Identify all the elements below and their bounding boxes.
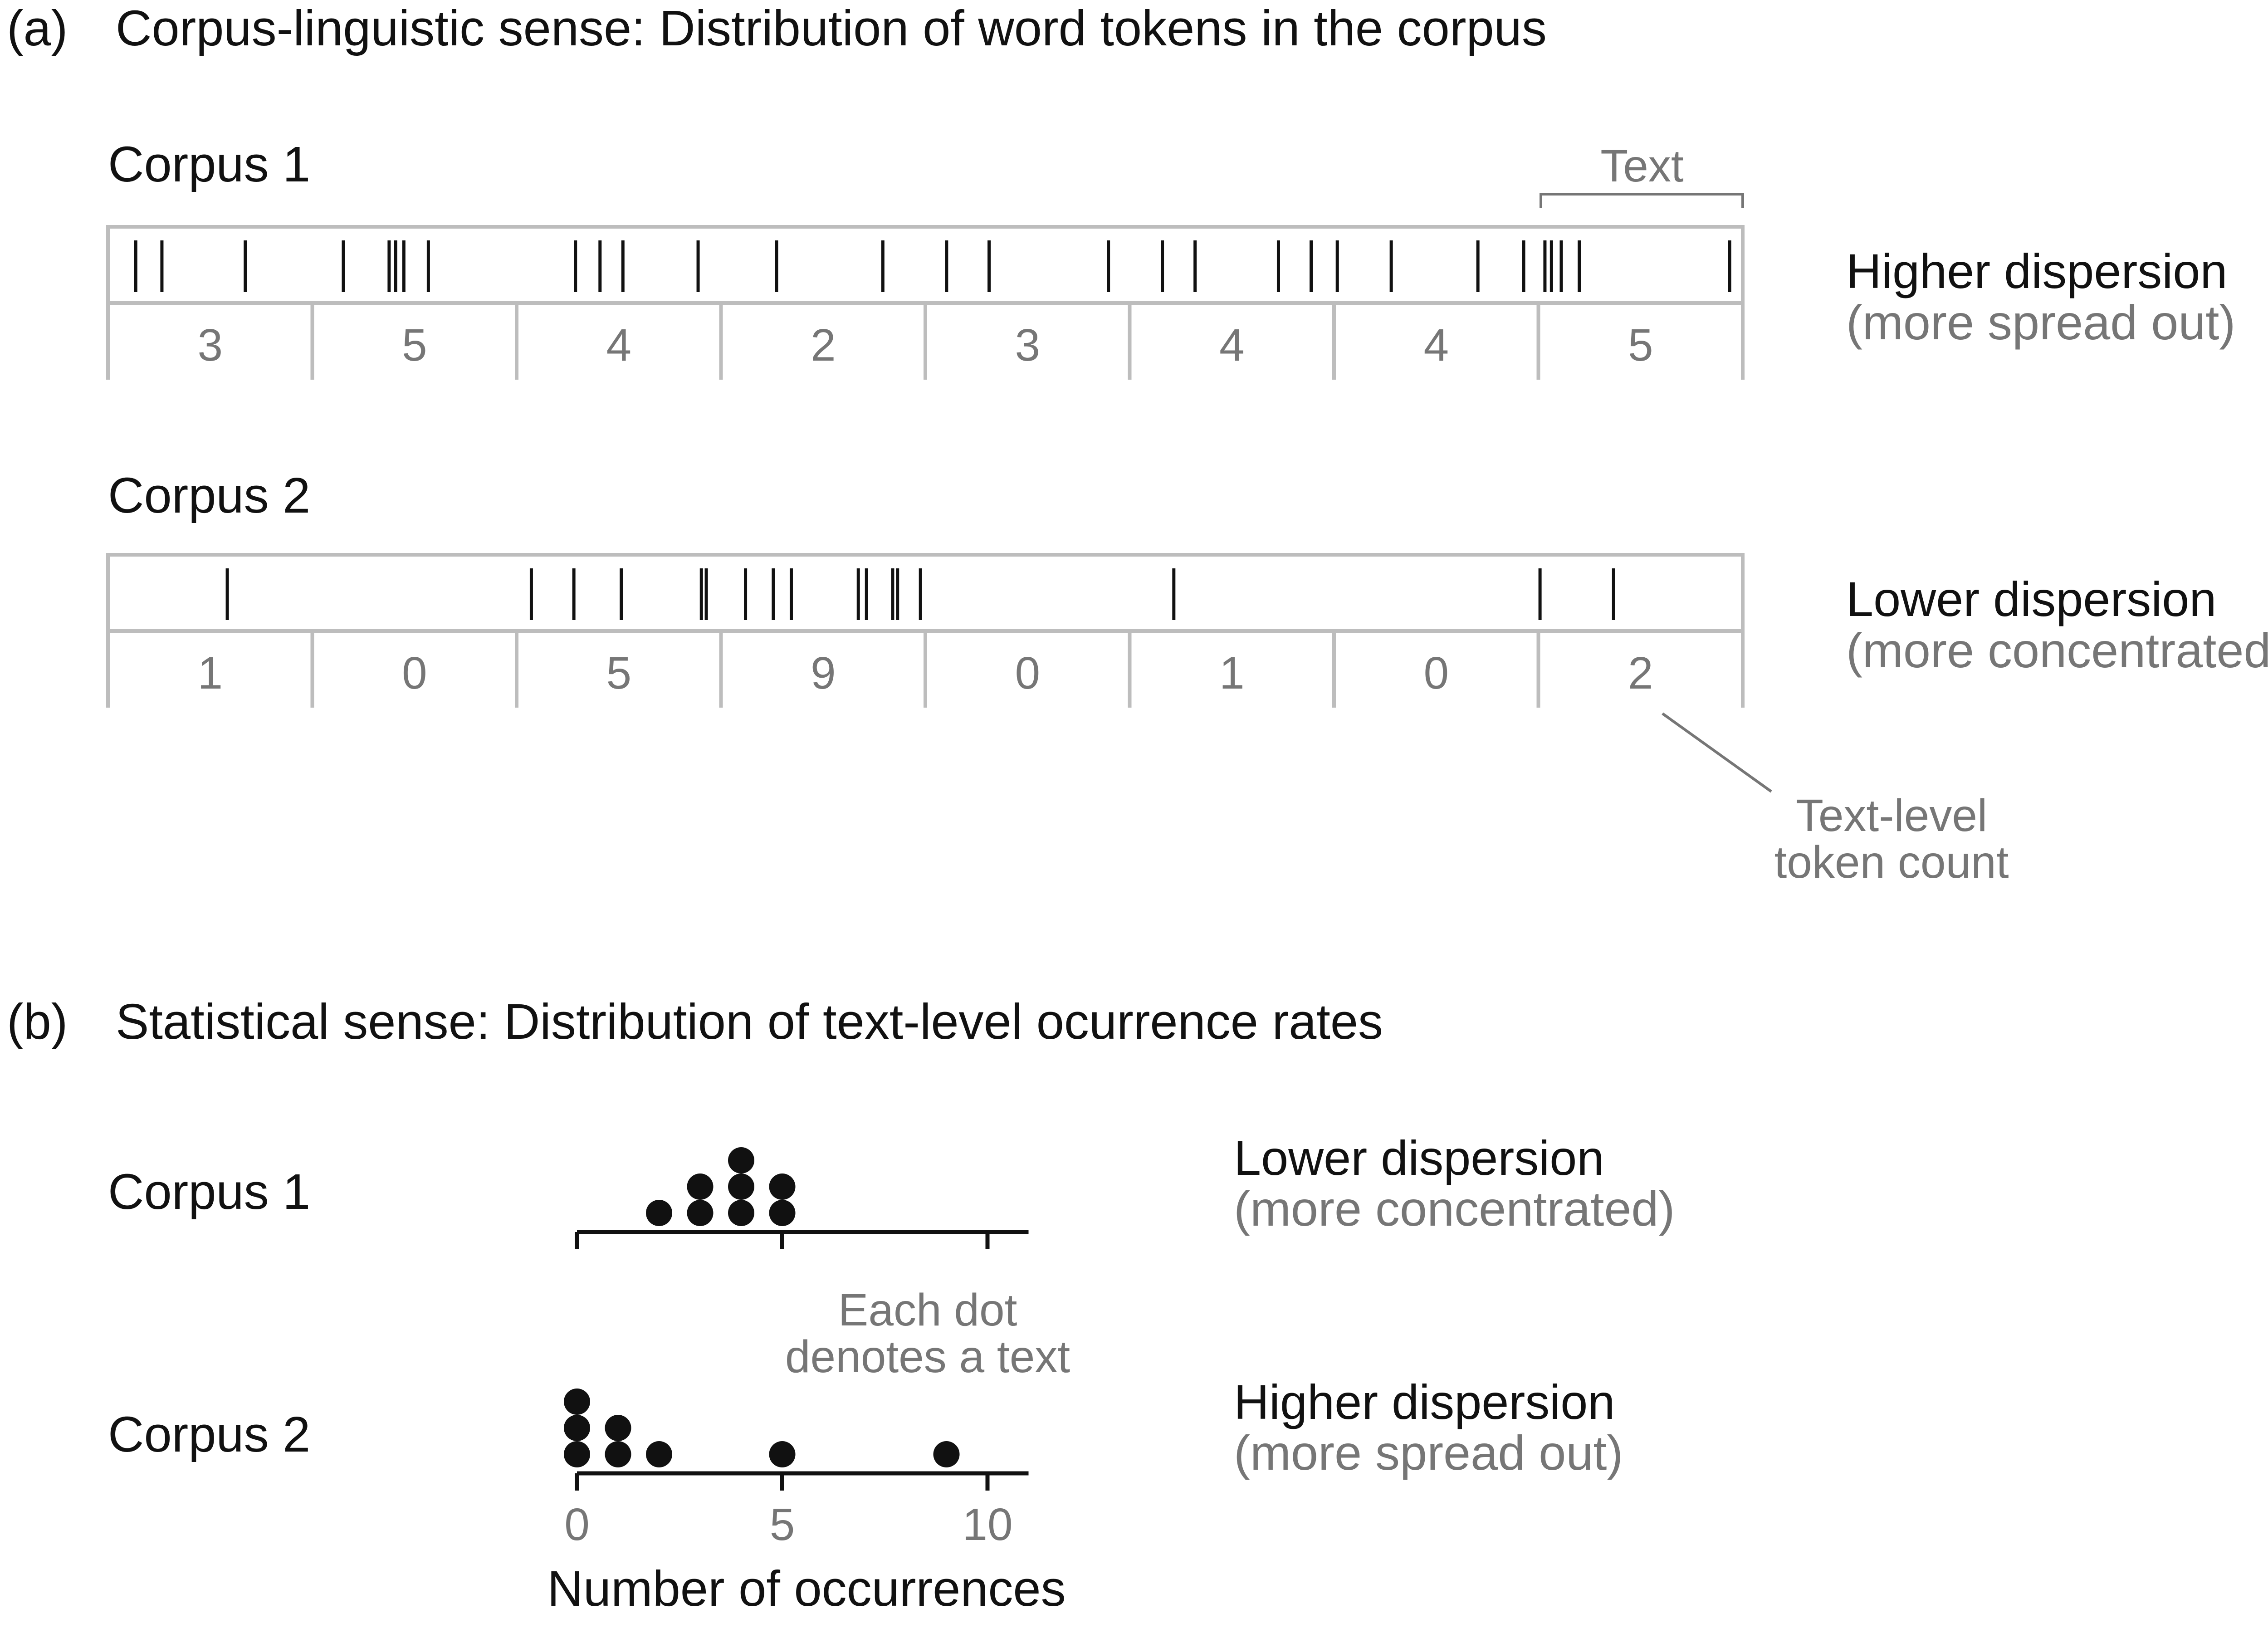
text-bracket: Text [1540,141,1744,208]
dotplot-2-dispersion: Higher dispersion [1234,1374,1615,1429]
dots-note-line-1: Each dot [838,1285,1017,1335]
corpus-2-label: Corpus 2 [108,468,310,523]
x-tick-label: 0 [564,1499,590,1550]
text-token-count: 9 [811,648,836,699]
text-dot [769,1173,796,1200]
panel-a-title: Corpus-linguistic sense: Distribution of… [116,0,1547,56]
annotation-line-1: Text-level [1796,790,1987,841]
corpus-1-strip: 3 5 4 2 3 4 4 5 [106,225,1745,380]
text-token-count: 1 [197,648,223,699]
panel-a-label: (a) [7,0,68,56]
text-token-count: 2 [811,320,836,371]
x-tick-label: 10 [962,1499,1012,1550]
text-token-count: 5 [402,320,427,371]
panel-b-title: Statistical sense: Distribution of text-… [116,994,1383,1050]
panel-b-label: (b) [7,994,68,1050]
token-strip-frame [106,225,1745,305]
dotplot-1-dispersion-note: (more concentrated) [1234,1181,1675,1236]
text-dot [728,1147,754,1173]
dotplot-2-corpus-label: Corpus 2 [108,1407,310,1462]
dots-note-line-2: denotes a text [785,1331,1070,1382]
text-dot [769,1441,796,1467]
corpus-2-strip: 1 0 5 9 0 1 0 2 [106,553,1745,708]
text-token-count: 4 [606,320,631,371]
text-dot [564,1389,590,1415]
text-token-count: 5 [606,648,631,699]
x-axis-tick-labels: 0 5 10 [564,1499,1012,1550]
text-token-count: 0 [1423,648,1449,699]
dotplot-2-dispersion-note: (more spread out) [1234,1425,1623,1480]
annotation-leader-line [1662,712,1772,793]
text-dot [646,1441,672,1467]
dotplot-corpus-2 [564,1389,1029,1491]
text-dot [728,1200,754,1226]
dotplot-1-corpus-label: Corpus 1 [108,1164,310,1220]
text-token-count: 0 [402,648,427,699]
text-dot [769,1200,796,1226]
text-dot [933,1441,960,1467]
dotplot-corpus-1 [575,1147,1029,1249]
annotation-line-2: token count [1774,837,2009,888]
text-dot [605,1441,631,1467]
x-tick-label: 5 [770,1499,795,1550]
text-dot [728,1173,754,1200]
text-token-count: 3 [197,320,223,371]
corpus-1-dispersion-note: (more spread out) [1846,295,2235,350]
text-dot [564,1441,590,1467]
corpus-2-dispersion-note: (more concentrated) [1846,623,2268,678]
token-count-annotation: Text-level token count [1662,712,2009,888]
text-token-count: 1 [1219,648,1245,699]
text-dot [605,1415,631,1441]
text-dot [646,1200,672,1226]
text-token-count: 4 [1423,320,1449,371]
corpus-2-dispersion: Lower dispersion [1846,572,2216,626]
corpus-1-label: Corpus 1 [108,137,310,192]
text-token-count: 4 [1219,320,1245,371]
text-token-count: 2 [1628,648,1653,699]
text-token-count: 3 [1015,320,1040,371]
text-token-count: 5 [1628,320,1653,371]
x-axis-label: Number of occurrences [547,1561,1066,1617]
text-dot [687,1173,714,1200]
text-bracket-label: Text [1600,141,1684,191]
text-dot [564,1415,590,1441]
dotplot-1-dispersion: Lower dispersion [1234,1130,1604,1185]
corpus-1-dispersion: Higher dispersion [1846,244,2227,298]
text-token-count: 0 [1015,648,1040,699]
text-dot [687,1200,714,1226]
token-strip-frame [106,553,1745,633]
